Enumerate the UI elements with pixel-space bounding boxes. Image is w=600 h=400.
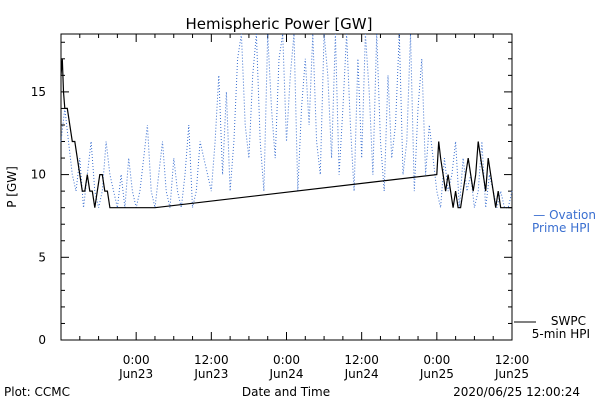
y-tick-label: 10 <box>31 168 46 182</box>
legend-swpc-label: SWPC <box>551 314 586 328</box>
y-axis: 0 5 10 15 <box>31 41 512 347</box>
x-tick-time: 12:00 <box>495 353 530 367</box>
x-tick-date: Jun24 <box>268 367 303 381</box>
y-tick-label: 0 <box>38 333 46 347</box>
series-layer <box>60 33 513 209</box>
x-axis: 0:00Jun2312:00Jun230:00Jun2412:00Jun240:… <box>60 34 530 381</box>
x-tick-date: Jun23 <box>193 367 228 381</box>
x-tick-date: Jun24 <box>344 367 379 381</box>
x-tick-time: 0:00 <box>123 353 150 367</box>
footer-timestamp: 2020/06/25 12:00:24 <box>453 385 580 399</box>
y-tick-label: 15 <box>31 85 46 99</box>
x-tick-date: Jun23 <box>118 367 153 381</box>
x-tick-time: 0:00 <box>423 353 450 367</box>
x-tick-time: 12:00 <box>344 353 379 367</box>
plot-frame <box>60 33 513 341</box>
y-axis-label: P [GW] <box>5 166 19 208</box>
x-tick-date: Jun25 <box>419 367 454 381</box>
chart-title: Hemispheric Power [GW] <box>186 15 373 33</box>
footer-plot-credit: Plot: CCMC <box>4 385 70 399</box>
legend-ovation-label-2: Prime HPI <box>532 221 590 235</box>
x-tick-time: 12:00 <box>194 353 229 367</box>
legend-swpc-label-2: 5-min HPI <box>532 327 590 341</box>
legend-ovation-label: — Ovation <box>533 208 596 222</box>
x-axis-label: Date and Time <box>242 385 330 399</box>
y-tick-label: 5 <box>38 250 46 264</box>
x-tick-date: Jun25 <box>494 367 529 381</box>
swpc-5min-hpi-line <box>60 58 512 209</box>
x-tick-time: 0:00 <box>273 353 300 367</box>
